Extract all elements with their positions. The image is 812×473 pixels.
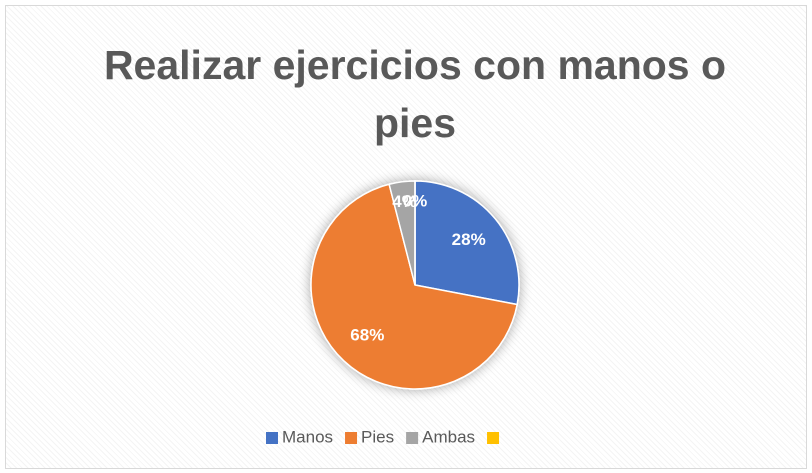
data-label: 28% [452,230,486,249]
legend-swatch [266,432,278,444]
data-label: 4% [392,192,417,211]
pie [310,180,520,390]
legend-label: Pies [361,427,394,446]
legend-label: Ambas [422,427,475,446]
pie-slice [414,180,520,306]
chart-title: Realizar ejercicios con manos o pies [103,42,727,146]
legend-swatch [345,432,358,444]
data-label: 0% [403,191,428,210]
legend-swatch [487,432,500,444]
data-label: 68% [350,325,384,344]
legend-label: Manos [282,427,333,446]
legend-swatch [406,432,419,444]
pie-slice [310,183,519,390]
